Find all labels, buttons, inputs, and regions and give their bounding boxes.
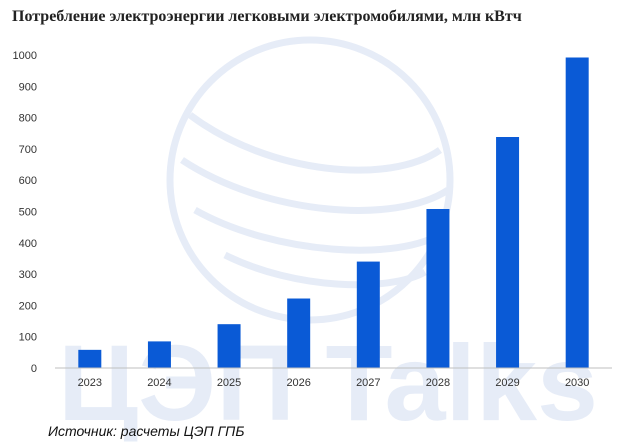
bar-2023 bbox=[78, 349, 102, 368]
y-tick-label: 600 bbox=[19, 175, 37, 187]
bar-2024 bbox=[147, 341, 171, 368]
y-tick-label: 100 bbox=[19, 332, 37, 344]
bar-2028 bbox=[426, 208, 450, 368]
y-tick-label: 200 bbox=[19, 300, 37, 312]
x-tick-label: 2023 bbox=[78, 377, 102, 389]
y-axis: 0 100 200 300 400 500 600 700 800 900 1000 bbox=[13, 50, 37, 375]
y-tick-label: 800 bbox=[19, 113, 37, 125]
bar-2029 bbox=[496, 137, 520, 368]
x-tick-label: 2028 bbox=[426, 377, 450, 389]
y-tick-label: 300 bbox=[19, 269, 37, 281]
bar-2025 bbox=[217, 324, 241, 368]
globe-logo-icon bbox=[166, 36, 454, 324]
x-tick-label: 2029 bbox=[495, 377, 519, 389]
bar-2026 bbox=[287, 298, 311, 368]
chart-title: Потребление электроэнергии легковыми эле… bbox=[12, 8, 522, 25]
bars bbox=[78, 57, 589, 369]
y-tick-label: 1000 bbox=[13, 50, 37, 62]
bar-2027 bbox=[356, 261, 380, 368]
x-tick-label: 2025 bbox=[217, 377, 241, 389]
y-tick-label: 500 bbox=[19, 207, 37, 219]
x-tick-label: 2026 bbox=[286, 377, 310, 389]
source-note: Источник: расчеты ЦЭП ГПБ bbox=[48, 423, 245, 439]
y-tick-label: 400 bbox=[19, 238, 37, 250]
x-tick-label: 2024 bbox=[147, 377, 171, 389]
x-tick-label: 2027 bbox=[356, 377, 380, 389]
y-tick-label: 900 bbox=[19, 81, 37, 93]
x-tick-label: 2030 bbox=[565, 377, 589, 389]
bar-2030 bbox=[565, 57, 589, 369]
y-tick-label: 0 bbox=[31, 363, 37, 375]
x-axis: 2023 2024 2025 2026 2027 2028 2029 2030 bbox=[55, 367, 612, 389]
y-tick-label: 700 bbox=[19, 144, 37, 156]
